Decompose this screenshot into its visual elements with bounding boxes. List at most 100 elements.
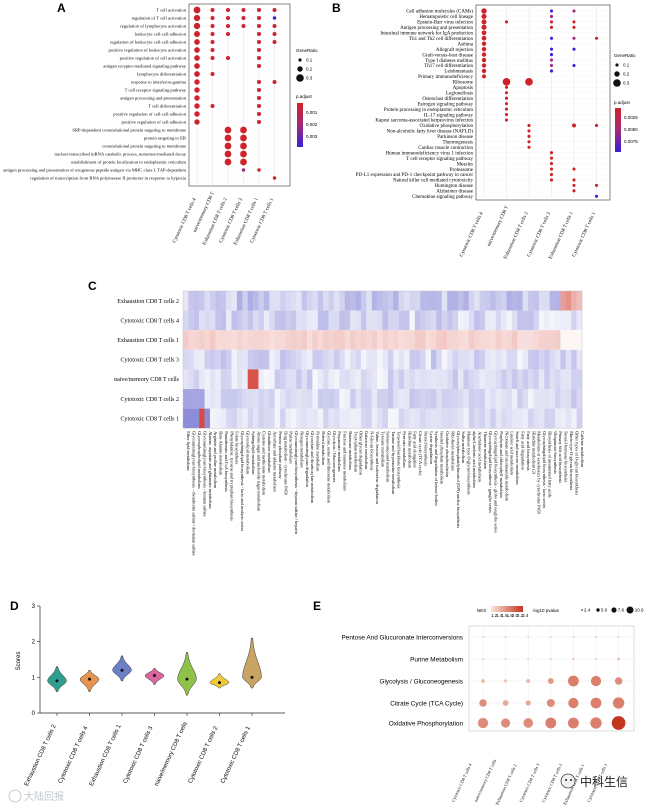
panel-c-cell: [317, 369, 324, 389]
panel-c-cell: [258, 310, 265, 331]
panel-b-dot: [549, 25, 554, 29]
panel-c-cell: [236, 330, 243, 350]
watermark-right: 中科生信: [560, 773, 628, 789]
panel-c-cell: [404, 291, 410, 311]
panel-e-dot: [526, 679, 531, 683]
panel-c-cell: [199, 291, 205, 311]
panel-c-cell: [242, 310, 248, 331]
panel-c-column-label: Retinol metabolism: [321, 431, 326, 465]
panel-c-cell: [231, 330, 238, 350]
panel-c-cell: [468, 349, 475, 370]
panel-b-legend-size-title: GeneRatio: [614, 53, 636, 58]
panel-a-dot: [210, 24, 215, 28]
panel-b-row-label: Hematopoietic cell lineage: [419, 15, 473, 20]
panel-c-cell: [285, 369, 292, 389]
panel-a-dot: [194, 31, 200, 37]
panel-b-dot: [549, 36, 554, 40]
panel-c-cell: [344, 408, 351, 429]
panel-c-cell: [183, 349, 189, 370]
panel-d-median-point: [218, 681, 221, 685]
panel-c-cell: [204, 330, 211, 350]
panel-b-dot: [481, 57, 487, 63]
panel-c-cell: [528, 349, 534, 370]
panel-c-cell: [436, 310, 443, 331]
panel-a-dot: [194, 111, 200, 117]
panel-c-cell: [226, 349, 232, 370]
panel-c-cell: [188, 291, 194, 311]
panel-e-dot: [549, 635, 552, 639]
panel-c-cell: [339, 349, 345, 370]
panel-c-cell: [215, 330, 221, 350]
panel-c-cell: [452, 291, 459, 311]
panel-c-cell: [360, 291, 367, 311]
panel-c-cell: [398, 369, 405, 389]
panel-c-cell: [436, 291, 443, 311]
panel-c-column-label: Histidine metabolism: [407, 431, 412, 469]
panel-c-cell: [307, 330, 313, 350]
panel-c-column-label: Tryptophan metabolism: [353, 431, 358, 473]
panel-c-column-label: Selenocompound metabolism: [386, 431, 391, 483]
panel-c-cell: [215, 389, 221, 409]
panel-c-cell: [517, 291, 523, 311]
panel-c-cell: [339, 310, 345, 331]
panel-c-cell: [183, 369, 189, 389]
panel-c-cell: [387, 291, 394, 311]
panel-c-cell: [242, 291, 248, 311]
panel-c-cell: [328, 349, 335, 370]
panel-c-cell: [220, 291, 227, 311]
panel-e-legend-size-value: 5.0: [601, 608, 608, 613]
panel-c-cell: [506, 349, 513, 370]
panel-a-legend-size-value: 0.3: [306, 76, 313, 81]
panel-d-violin-shape: [209, 673, 230, 689]
panel-c-cell: [204, 369, 211, 389]
panel-c-cell: [571, 389, 577, 409]
panel-c-cell: [398, 389, 405, 409]
panel-c-cell: [220, 408, 227, 429]
panel-a-label: A: [57, 1, 66, 15]
panel-c-cell: [193, 310, 200, 331]
panel-b-dotplot: Cell adhesion molecules (CAMs)Hematopoie…: [356, 4, 638, 260]
panel-a-dot: [194, 47, 200, 53]
panel-a-legend-size-value: 0.1: [306, 58, 313, 63]
panel-e-dot: [568, 717, 579, 729]
panel-b-dot: [572, 20, 576, 24]
panel-c-cell: [457, 349, 464, 370]
panel-c-cell: [409, 291, 416, 311]
panel-c-cell: [468, 291, 475, 311]
panel-c-cell: [452, 310, 459, 331]
panel-b-row-label: T cell receptor signaling pathway: [406, 157, 473, 162]
panel-c-cell: [323, 389, 329, 409]
panel-b-dot: [481, 41, 487, 46]
panel-c-cell: [355, 291, 362, 311]
panel-c-cell: [495, 310, 502, 331]
panel-c-cell: [501, 408, 507, 429]
panel-b-row-label: Leishmaniasis: [444, 70, 473, 75]
panel-c-column-label: Linoleic acid metabolism: [510, 431, 515, 475]
panel-c-cell: [263, 349, 270, 370]
panel-a-dot: [272, 16, 277, 20]
panel-e-frame: [468, 625, 635, 732]
panel-b-column-label: Cytotoxic CD8 T cells 4: [459, 211, 484, 258]
panel-c-cell: [436, 408, 443, 429]
panel-c-cell: [414, 369, 421, 389]
panel-e-row-label: Pentose And Glucuronate Interconversions: [342, 634, 464, 641]
panel-a-dot: [210, 40, 215, 44]
panel-c-cell: [517, 408, 523, 429]
panel-c-cell: [393, 291, 399, 311]
panel-c-column-label: Galactose metabolism: [364, 431, 369, 470]
panel-e-dot: [568, 675, 579, 687]
panel-a-dot: [194, 95, 200, 101]
panel-c-cell: [447, 291, 453, 311]
panel-a-colorbar-value: 0.003: [306, 134, 318, 139]
panel-c-cell: [533, 349, 540, 370]
panel-c-cell: [226, 408, 232, 429]
panel-a-dot: [210, 72, 215, 76]
panel-c-cell: [501, 330, 507, 350]
panel-e-label: E: [313, 599, 321, 613]
panel-a-row-label: lymphocyte differentiation: [137, 72, 187, 77]
panel-a-row-label: regulation of lymphocyte activation: [120, 24, 186, 29]
panel-c-cell: [280, 330, 286, 350]
panel-c-cell: [517, 349, 523, 370]
panel-a-dot: [272, 24, 277, 28]
